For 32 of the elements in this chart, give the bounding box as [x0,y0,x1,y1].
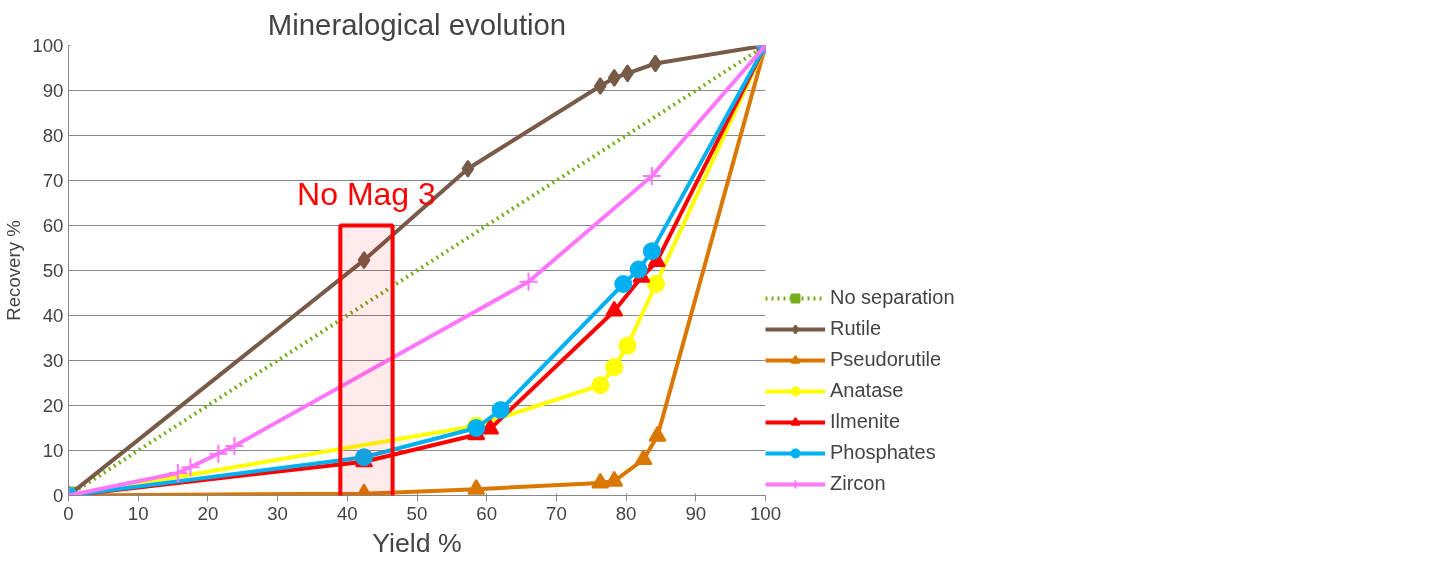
x-tick-label: 90 [685,502,707,524]
x-tick-label: 70 [546,502,567,524]
x-axis-title: Yield % [372,527,462,558]
chart-title: Mineralogical evolution [267,7,567,41]
y-tick-label: 60 [42,215,64,236]
y-tick-label: 30 [42,350,64,371]
x-tick-label: 80 [615,502,637,524]
x-tick-label: 60 [476,502,498,524]
y-tick-label: 80 [42,125,64,146]
legend-label: Rutile [830,317,883,340]
x-tick-label: 40 [336,502,358,524]
y-tick-label: 10 [42,440,64,461]
legend-label: Phosphates [830,441,937,464]
legend-label: Ilmenite [830,410,902,433]
x-tick-label: 30 [267,502,288,524]
legend-label: No separation [830,286,956,309]
x-tick-label: 50 [406,502,428,524]
y-tick-label: 20 [42,395,64,416]
y-tick-label: 90 [42,80,64,101]
legend-label: Zircon [830,472,887,495]
x-tick-label: 100 [749,502,782,524]
y-tick-label: 0 [53,485,64,506]
legend-label: Anatase [830,379,905,402]
y-tick-label: 100 [32,35,64,56]
y-tick-label: 50 [42,260,64,281]
x-tick-label: 20 [197,502,219,524]
y-tick-label: 40 [42,305,64,326]
band-label: No Mag 3 [297,176,436,212]
y-axis-title: Recovery % [3,220,25,321]
y-tick-label: 70 [42,170,64,191]
x-tick-label: 10 [127,502,149,524]
legend-label: Pseudorutile [830,348,943,371]
